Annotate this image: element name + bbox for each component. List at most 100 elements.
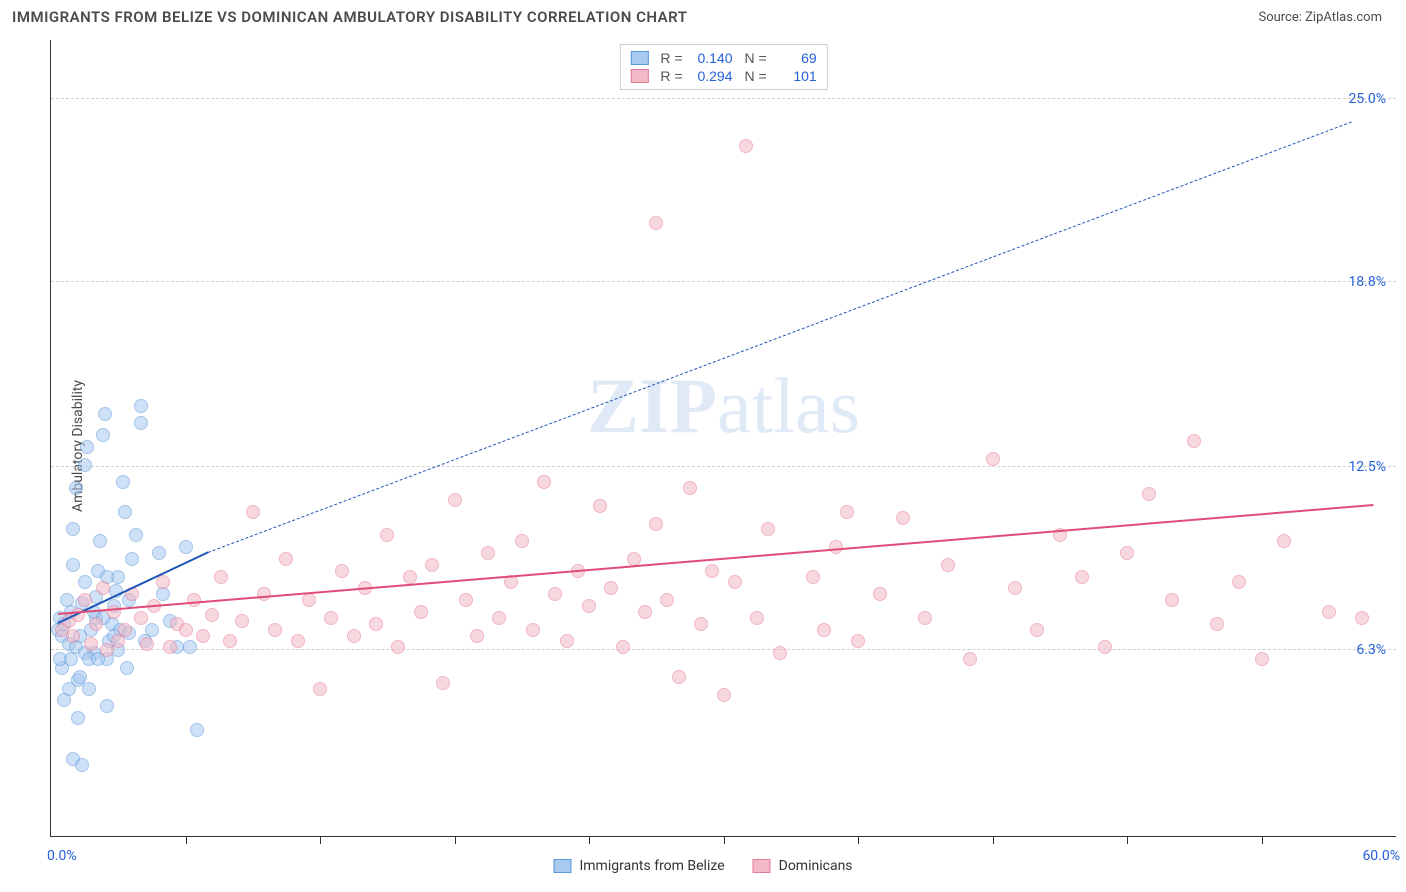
- data-point-dominicans: [134, 611, 148, 625]
- data-point-dominicans: [187, 593, 201, 607]
- legend-item-dominicans: Dominicans: [753, 858, 853, 874]
- source-attribution: Source: ZipAtlas.com: [1258, 10, 1382, 25]
- data-point-dominicans: [470, 629, 484, 643]
- data-point-dominicans: [214, 570, 228, 584]
- data-point-dominicans: [1277, 534, 1291, 548]
- data-point-belize: [129, 528, 143, 542]
- data-point-dominicans: [324, 611, 338, 625]
- data-point-belize: [120, 661, 134, 675]
- data-point-belize: [78, 458, 92, 472]
- r-label: R =: [660, 68, 682, 84]
- data-point-dominicans: [140, 637, 154, 651]
- data-point-dominicans: [1142, 487, 1156, 501]
- data-point-dominicans: [616, 640, 630, 654]
- series-legend: Immigrants from Belize Dominicans: [553, 858, 852, 874]
- data-point-dominicans: [963, 652, 977, 666]
- data-point-dominicans: [739, 139, 753, 153]
- data-point-dominicans: [481, 546, 495, 560]
- data-point-dominicans: [257, 587, 271, 601]
- data-point-dominicans: [448, 493, 462, 507]
- data-point-dominicans: [492, 611, 506, 625]
- data-point-dominicans: [660, 593, 674, 607]
- data-point-belize: [134, 399, 148, 413]
- x-tick: [320, 836, 321, 844]
- data-point-dominicans: [89, 617, 103, 631]
- data-point-belize: [96, 428, 110, 442]
- data-point-belize: [78, 575, 92, 589]
- data-point-dominicans: [335, 564, 349, 578]
- data-point-dominicans: [118, 623, 132, 637]
- r-value-belize: 0.140: [689, 50, 733, 66]
- data-point-dominicans: [694, 617, 708, 631]
- data-point-dominicans: [279, 552, 293, 566]
- data-point-dominicans: [582, 599, 596, 613]
- data-point-belize: [118, 505, 132, 519]
- data-point-dominicans: [235, 614, 249, 628]
- x-tick: [858, 836, 859, 844]
- y-tick-label: 25.0%: [1348, 91, 1386, 107]
- data-point-belize: [145, 623, 159, 637]
- data-point-dominicans: [1075, 570, 1089, 584]
- data-point-belize: [57, 693, 71, 707]
- data-point-dominicans: [851, 634, 865, 648]
- swatch-dominicans: [630, 69, 648, 83]
- data-point-dominicans: [391, 640, 405, 654]
- data-point-dominicans: [526, 623, 540, 637]
- data-point-dominicans: [78, 593, 92, 607]
- data-point-dominicans: [1187, 434, 1201, 448]
- swatch-belize: [553, 859, 571, 873]
- data-point-dominicans: [1165, 593, 1179, 607]
- data-point-dominicans: [313, 682, 327, 696]
- x-tick: [455, 836, 456, 844]
- watermark: ZIPatlas: [587, 361, 860, 451]
- data-point-dominicans: [806, 570, 820, 584]
- data-point-belize: [71, 711, 85, 725]
- data-point-dominicans: [649, 517, 663, 531]
- data-point-dominicans: [548, 587, 562, 601]
- x-max-label: 60.0%: [1362, 848, 1400, 864]
- data-point-belize: [73, 670, 87, 684]
- data-point-dominicans: [750, 611, 764, 625]
- data-point-dominicans: [205, 608, 219, 622]
- data-point-dominicans: [683, 481, 697, 495]
- data-point-dominicans: [380, 528, 394, 542]
- gridline: [51, 98, 1396, 99]
- data-point-dominicans: [649, 216, 663, 230]
- data-point-belize: [66, 522, 80, 536]
- x-tick: [186, 836, 187, 844]
- data-point-dominicans: [196, 629, 210, 643]
- data-point-dominicans: [918, 611, 932, 625]
- x-tick: [1127, 836, 1128, 844]
- y-tick-label: 12.5%: [1348, 459, 1386, 475]
- legend-item-belize: Immigrants from Belize: [553, 858, 724, 874]
- n-value-dominicans: 101: [773, 68, 817, 84]
- data-point-dominicans: [268, 623, 282, 637]
- n-label: N =: [745, 68, 767, 84]
- series-label-dominicans: Dominicans: [779, 858, 853, 874]
- data-point-dominicans: [302, 593, 316, 607]
- data-point-dominicans: [728, 575, 742, 589]
- data-point-belize: [66, 558, 80, 572]
- data-point-dominicans: [369, 617, 383, 631]
- gridline: [51, 649, 1396, 650]
- data-point-dominicans: [459, 593, 473, 607]
- data-point-dominicans: [1355, 611, 1369, 625]
- data-point-dominicans: [672, 670, 686, 684]
- data-point-belize: [152, 546, 166, 560]
- data-point-dominicans: [627, 552, 641, 566]
- y-tick-label: 18.8%: [1348, 274, 1386, 290]
- data-point-dominicans: [941, 558, 955, 572]
- chart-title: IMMIGRANTS FROM BELIZE VS DOMINICAN AMBU…: [12, 8, 687, 26]
- data-point-belize: [190, 723, 204, 737]
- gridline: [51, 281, 1396, 282]
- data-point-dominicans: [1120, 546, 1134, 560]
- legend-row-dominicans: R = 0.294 N = 101: [630, 67, 816, 85]
- n-label: N =: [745, 50, 767, 66]
- data-point-dominicans: [593, 499, 607, 513]
- data-point-belize: [134, 416, 148, 430]
- data-point-dominicans: [414, 605, 428, 619]
- data-point-dominicans: [1255, 652, 1269, 666]
- data-point-dominicans: [705, 564, 719, 578]
- x-tick: [724, 836, 725, 844]
- data-point-dominicans: [817, 623, 831, 637]
